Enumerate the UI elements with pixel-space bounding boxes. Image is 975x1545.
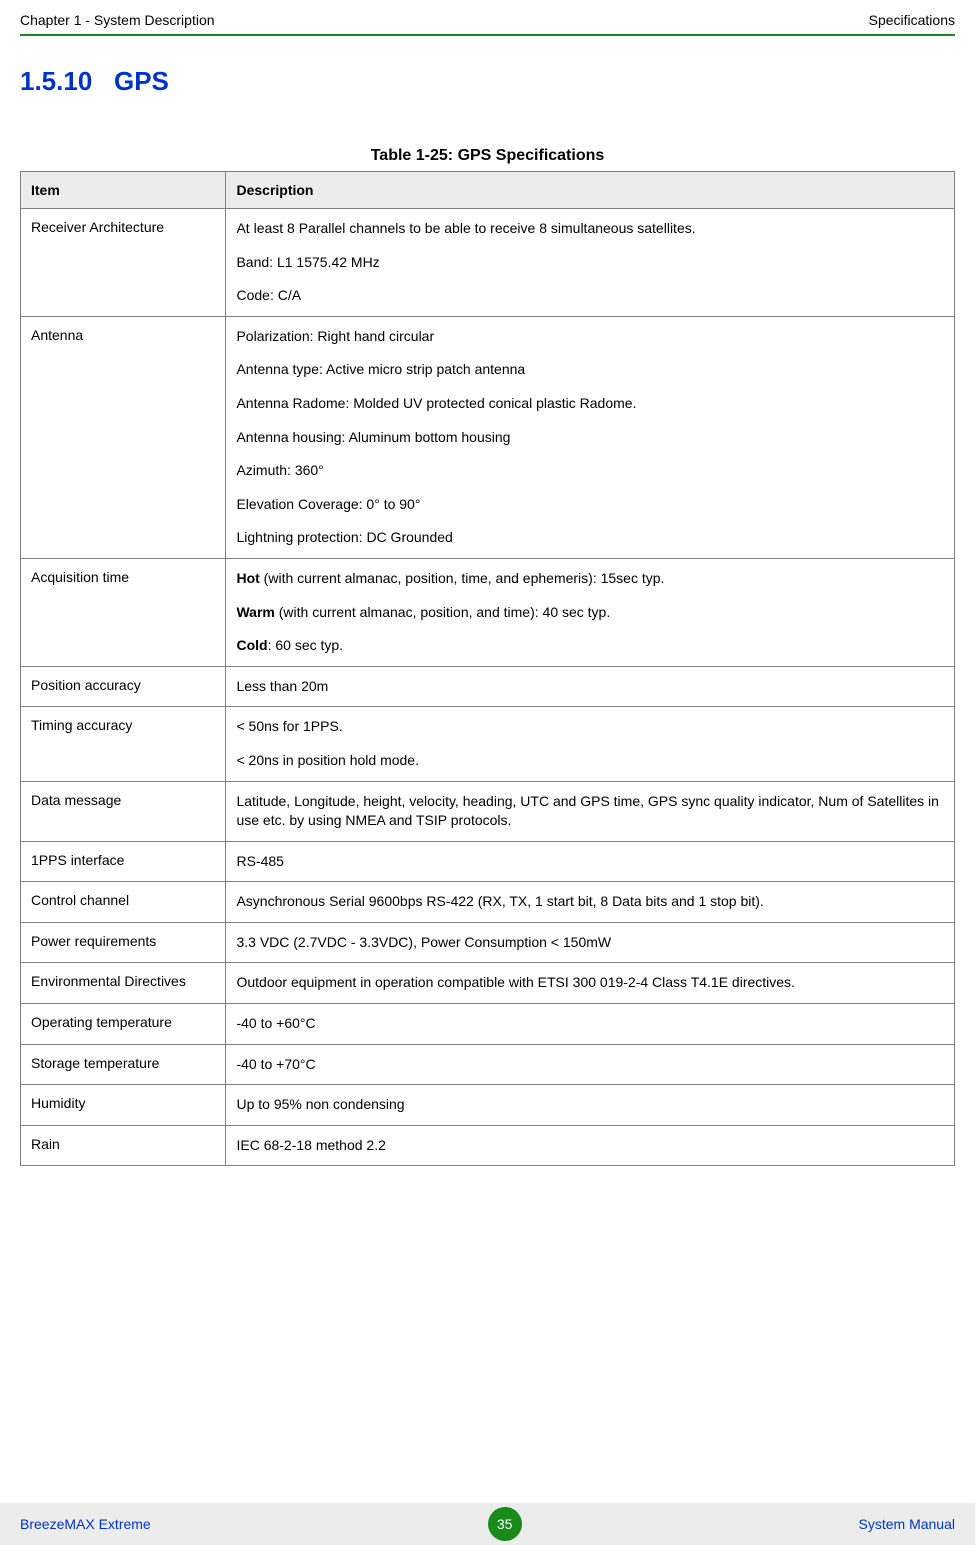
section-number: 1.5.10	[20, 66, 92, 96]
description-line: Up to 95% non condensing	[236, 1095, 944, 1115]
description-line: Asynchronous Serial 9600bps RS-422 (RX, …	[236, 892, 944, 912]
description-line: At least 8 Parallel channels to be able …	[236, 219, 944, 239]
header-left: Chapter 1 - System Description	[20, 12, 215, 28]
table-cell-description: Outdoor equipment in operation compatibl…	[226, 963, 955, 1004]
table-row: Power requirements 3.3 VDC (2.7VDC - 3.3V…	[21, 922, 955, 963]
description-line: Elevation Coverage: 0° to 90°	[236, 495, 944, 515]
table-row: Storage temperature -40 to +70°C	[21, 1044, 955, 1085]
table-row: AntennaPolarization: Right hand circular…	[21, 316, 955, 558]
description-line: Antenna type: Active micro strip patch a…	[236, 360, 944, 380]
description-line: Lightning protection: DC Grounded	[236, 528, 944, 548]
description-line: Band: L1 1575.42 MHz	[236, 253, 944, 273]
page-footer: BreezeMAX Extreme 35 System Manual	[0, 1503, 975, 1545]
table-row: Receiver Architecture At least 8 Parallel…	[21, 209, 955, 317]
table-cell-description: Up to 95% non condensing	[226, 1085, 955, 1126]
table-header-description: Description	[226, 172, 955, 209]
description-line: Warm (with current almanac, position, an…	[236, 603, 944, 623]
table-cell-item: Power requirements	[21, 922, 226, 963]
table-cell-item: Control channel	[21, 882, 226, 923]
table-cell-description: < 50ns for 1PPS. < 20ns in position hold …	[226, 707, 955, 781]
description-line: -40 to +60°C	[236, 1014, 944, 1034]
table-row: Rain IEC 68-2-18 method 2.2	[21, 1125, 955, 1166]
description-line: Outdoor equipment in operation compatibl…	[236, 973, 944, 993]
description-line: Hot (with current almanac, position, tim…	[236, 569, 944, 589]
table-row: Operating temperature -40 to +60°C	[21, 1004, 955, 1045]
table-row: 1PPS interface RS-485	[21, 841, 955, 882]
table-cell-item: Rain	[21, 1125, 226, 1166]
description-line: IEC 68-2-18 method 2.2	[236, 1136, 944, 1156]
table-row: Environmental Directives Outdoor equipmen…	[21, 963, 955, 1004]
table-cell-item: 1PPS interface	[21, 841, 226, 882]
table-cell-description: Hot (with current almanac, position, tim…	[226, 558, 955, 666]
table-cell-description: Less than 20m	[226, 666, 955, 707]
page-header: Chapter 1 - System Description Specifica…	[0, 0, 975, 34]
description-line: Polarization: Right hand circular	[236, 327, 944, 347]
description-line: < 50ns for 1PPS.	[236, 717, 944, 737]
description-line: Code: C/A	[236, 286, 944, 306]
table-row: Acquisition time Hot (with current almana…	[21, 558, 955, 666]
table-cell-description: Latitude, Longitude, height, velocity, h…	[226, 781, 955, 841]
page-content: 1.5.10 GPS Table 1-25: GPS Specification…	[0, 36, 975, 1166]
description-line: 3.3 VDC (2.7VDC - 3.3VDC), Power Consump…	[236, 933, 944, 953]
table-cell-item: Data message	[21, 781, 226, 841]
table-cell-item: Storage temperature	[21, 1044, 226, 1085]
table-row: Position accuracy Less than 20m	[21, 666, 955, 707]
table-cell-description: IEC 68-2-18 method 2.2	[226, 1125, 955, 1166]
table-caption: Table 1-25: GPS Specifications	[20, 147, 955, 165]
table-row: Data message Latitude, Longitude, height,…	[21, 781, 955, 841]
table-cell-item: Humidity	[21, 1085, 226, 1126]
table-cell-item: Receiver Architecture	[21, 209, 226, 317]
description-line: Less than 20m	[236, 677, 944, 697]
spec-table: Item Description Receiver Architecture At…	[20, 171, 955, 1166]
table-cell-description: RS-485	[226, 841, 955, 882]
section-title: GPS	[114, 66, 169, 96]
table-cell-description: -40 to +70°C	[226, 1044, 955, 1085]
description-line: Latitude, Longitude, height, velocity, h…	[236, 792, 944, 831]
description-line: RS-485	[236, 852, 944, 872]
header-right: Specifications	[869, 12, 955, 28]
table-cell-item: Timing accuracy	[21, 707, 226, 781]
table-row: Control channel Asynchronous Serial 9600b…	[21, 882, 955, 923]
description-line: -40 to +70°C	[236, 1055, 944, 1075]
table-cell-item: Environmental Directives	[21, 963, 226, 1004]
footer-left: BreezeMAX Extreme	[20, 1516, 151, 1532]
section-heading: 1.5.10 GPS	[20, 66, 955, 97]
page-number-badge: 35	[488, 1507, 522, 1541]
table-row: Humidity Up to 95% non condensing	[21, 1085, 955, 1126]
table-header-item: Item	[21, 172, 226, 209]
description-line: Antenna housing: Aluminum bottom housing	[236, 428, 944, 448]
description-line: Antenna Radome: Molded UV protected coni…	[236, 394, 944, 414]
description-line: < 20ns in position hold mode.	[236, 751, 944, 771]
table-cell-item: Antenna	[21, 316, 226, 558]
table-cell-item: Acquisition time	[21, 558, 226, 666]
description-line: Azimuth: 360°	[236, 461, 944, 481]
table-cell-description: At least 8 Parallel channels to be able …	[226, 209, 955, 317]
footer-right: System Manual	[859, 1516, 955, 1532]
table-cell-description: 3.3 VDC (2.7VDC - 3.3VDC), Power Consump…	[226, 922, 955, 963]
table-cell-description: -40 to +60°C	[226, 1004, 955, 1045]
table-cell-item: Position accuracy	[21, 666, 226, 707]
table-cell-description: Polarization: Right hand circular Antenna…	[226, 316, 955, 558]
table-cell-item: Operating temperature	[21, 1004, 226, 1045]
table-row: Timing accuracy < 50ns for 1PPS. < 20ns in…	[21, 707, 955, 781]
description-line: Cold: 60 sec typ.	[236, 636, 944, 656]
table-cell-description: Asynchronous Serial 9600bps RS-422 (RX, …	[226, 882, 955, 923]
